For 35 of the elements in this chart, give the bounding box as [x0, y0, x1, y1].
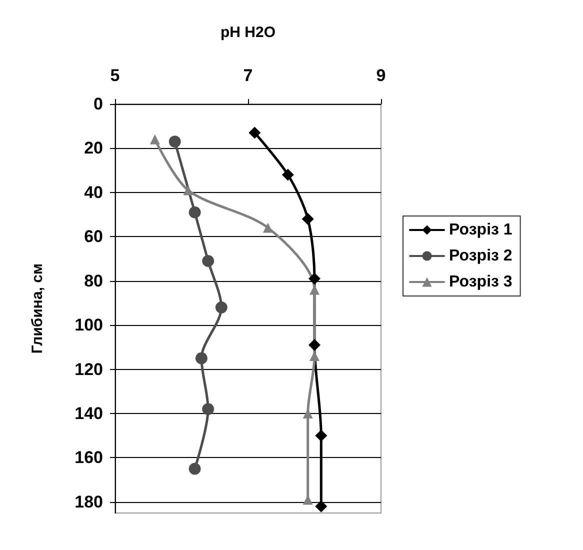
x-axis-title: pH H2O [220, 24, 276, 41]
point [188, 462, 201, 475]
x-tick-label: 7 [243, 66, 253, 85]
legend-label: Розріз 3 [449, 274, 512, 290]
y-tick-label: 100 [74, 316, 103, 335]
point [315, 430, 328, 442]
x-tick-label: 5 [110, 66, 120, 85]
point [262, 222, 273, 233]
point [183, 185, 194, 196]
legend-label: Розріз 1 [449, 222, 512, 238]
y-tick-label: 180 [74, 492, 103, 512]
point [308, 338, 320, 351]
point [188, 206, 201, 218]
x-tick-label: 9 [376, 66, 386, 85]
point [168, 136, 181, 148]
y-tick-label: 0 [94, 94, 103, 114]
y-tick-label: 160 [74, 448, 103, 468]
point [308, 272, 320, 285]
point [215, 301, 228, 314]
y-tick-label: 20 [84, 138, 103, 158]
y-tick-label: 40 [84, 182, 103, 202]
point [302, 212, 314, 225]
y-axis-title: Глибина, см [29, 263, 46, 354]
point [150, 134, 160, 144]
point [315, 500, 328, 512]
point [202, 254, 214, 267]
legend-label: Розріз 2 [449, 248, 512, 264]
point [195, 352, 208, 364]
y-tick-label: 80 [84, 271, 103, 290]
y-tick-label: 60 [84, 227, 103, 246]
y-tick-label: 120 [74, 360, 103, 379]
point [282, 168, 294, 181]
y-tick-label: 140 [74, 404, 103, 424]
point [202, 403, 214, 416]
point [248, 126, 261, 139]
